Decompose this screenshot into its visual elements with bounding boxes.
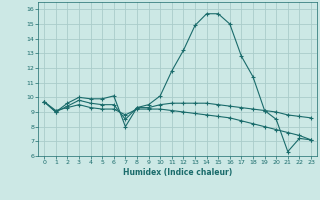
X-axis label: Humidex (Indice chaleur): Humidex (Indice chaleur): [123, 168, 232, 177]
